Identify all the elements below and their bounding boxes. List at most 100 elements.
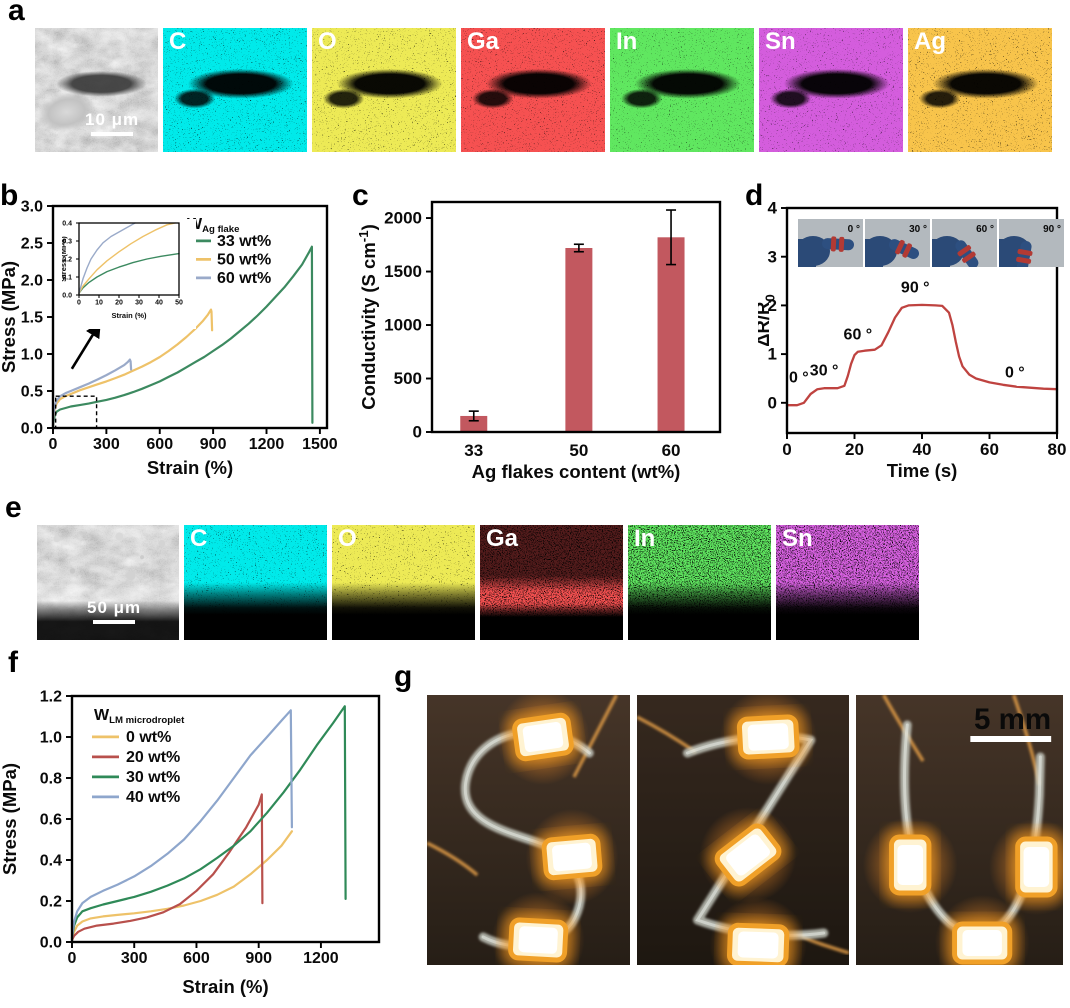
svg-text:600: 600 [146,436,173,453]
sem-image: 10 μm [35,28,158,152]
svg-text:33: 33 [464,441,483,460]
element-label-ga: Ga [467,28,500,55]
sem-image: 50 μm [37,525,179,640]
svg-text:Strain (%): Strain (%) [111,311,147,320]
svg-text:Time (s): Time (s) [887,460,958,481]
svg-text:900: 900 [200,436,227,453]
panel-a-eds-map-row: 10 μm C O Ga In Sn Ag [35,28,1052,152]
svg-text:300: 300 [121,950,148,967]
svg-text:900: 900 [245,950,272,967]
svg-text:2.0: 2.0 [21,272,43,289]
led-circuit-photo-u: 5 mm [856,695,1063,965]
svg-text:0.5: 0.5 [21,383,43,400]
eds-map-ag: Ag [908,28,1052,152]
svg-text:30 °: 30 ° [909,224,927,235]
panel-b-label: b [0,179,19,212]
scale-bar-text: 50 μm [87,598,142,617]
svg-text:50: 50 [569,441,588,460]
panel-d-finger-photo-strip: 0 ° 30 ° 60 ° 90 ° [796,219,1064,273]
element-label-in: In [616,28,638,55]
svg-text:1: 1 [768,345,777,364]
svg-text:30: 30 [135,300,143,307]
svg-text:0.6: 0.6 [40,811,62,828]
scale-bar [91,132,133,136]
scale-bar [93,620,135,624]
svg-text:1.0: 1.0 [21,346,43,363]
svg-text:0.4: 0.4 [62,220,72,227]
svg-text:20 wt%: 20 wt% [126,749,180,766]
led-chip [709,897,807,965]
led-chip [862,817,958,913]
eds-map-c: C [163,28,307,152]
svg-text:3.0: 3.0 [21,198,43,215]
panel-d-label: d [745,179,764,212]
panel-c-label: c [352,179,369,212]
eds-map-sn: Sn [759,28,903,152]
led-circuit-photo-z [637,695,849,965]
svg-text:1.2: 1.2 [40,688,62,705]
svg-text:33 wt%: 33 wt% [217,233,271,250]
svg-text:0 °: 0 ° [789,369,809,386]
svg-text:40: 40 [155,300,163,307]
svg-text:Ag flakes content (wt%): Ag flakes content (wt%) [472,461,681,482]
svg-text:Strain (%): Strain (%) [182,976,268,997]
scale-bar-text: 10 μm [85,110,140,129]
svg-text:2: 2 [768,296,777,315]
svg-text:4: 4 [768,199,778,218]
svg-text:0: 0 [68,950,77,967]
panel-a-label: a [8,0,25,27]
svg-text:40 wt%: 40 wt% [126,789,180,806]
svg-text:3: 3 [768,247,777,266]
chart-svg-f: 0 300 600 900 1200 0.0 0.2 0.4 0.6 0.8 1.0 1.2 WLM m… [0,688,381,997]
svg-text:1.5: 1.5 [21,309,43,326]
finger-bend-photo-3: 90 ° [997,219,1064,273]
svg-text:20: 20 [845,440,864,459]
svg-text:1000: 1000 [384,316,422,335]
svg-text:Stress (MPa): Stress (MPa) [0,261,19,373]
finger-bend-photo-2: 60 ° [930,219,997,269]
svg-text:40: 40 [913,440,932,459]
panel-f-label: f [8,646,18,679]
svg-text:30 wt%: 30 wt% [126,769,180,786]
element-label-sn: Sn [782,525,813,552]
svg-text:0 °: 0 ° [848,224,860,235]
svg-text:60 wt%: 60 wt% [217,270,271,287]
eds-map-in: In [610,28,754,152]
led-chip [496,695,590,785]
svg-text:WLM microdroplet: WLM microdroplet [94,707,185,726]
svg-text:0.0: 0.0 [62,292,72,299]
svg-text:60 °: 60 ° [976,224,994,235]
element-label-sn: Sn [765,28,796,55]
svg-text:1200: 1200 [249,436,285,453]
svg-text:0.3: 0.3 [62,238,72,245]
led-chip [525,809,619,905]
svg-text:0.2: 0.2 [40,893,62,910]
eds-map-o: O [332,525,475,640]
svg-text:30 °: 30 ° [810,363,839,380]
svg-text:500: 500 [394,369,422,388]
led-chip [719,695,817,785]
svg-text:300: 300 [93,436,120,453]
element-label-c: C [190,525,208,552]
chart-svg-b_inset: 0 10 20 30 40 50 0.0 0.1 0.2 0.3 0.4 Strain (%) Stre… [59,219,196,329]
finger-bend-photo-1: 30 ° [863,219,930,267]
panel-e-eds-map-row: 50 μm C O Ga In Sn [37,525,919,640]
eds-map-in: In [628,525,771,640]
svg-text:0 wt%: 0 wt% [126,729,171,746]
svg-text:90 °: 90 ° [1043,224,1061,235]
svg-text:Conductivity (S cm-1): Conductivity (S cm-1) [358,224,379,410]
g-scale-bar-text: 5 mm [974,703,1051,736]
element-label-o: O [338,525,357,552]
svg-text:1500: 1500 [302,436,338,453]
svg-text:20: 20 [115,300,123,307]
svg-text:50: 50 [175,300,183,307]
svg-text:0.0: 0.0 [21,420,43,437]
panel-f-stress-strain-chart: 0 300 600 900 1200 0.0 0.2 0.4 0.6 0.8 1.0 1.2 WLM m… [0,650,400,1008]
svg-text:0: 0 [782,440,791,459]
svg-text:0.0: 0.0 [40,934,62,951]
svg-text:90 °: 90 ° [901,280,930,297]
led-circuit-photo-s [427,695,630,965]
panel-c-conductivity-bar-chart: 0 500 1000 1500 2000 33 50 60 Ag flakes content … [356,186,730,495]
svg-text:2.5: 2.5 [21,235,43,252]
